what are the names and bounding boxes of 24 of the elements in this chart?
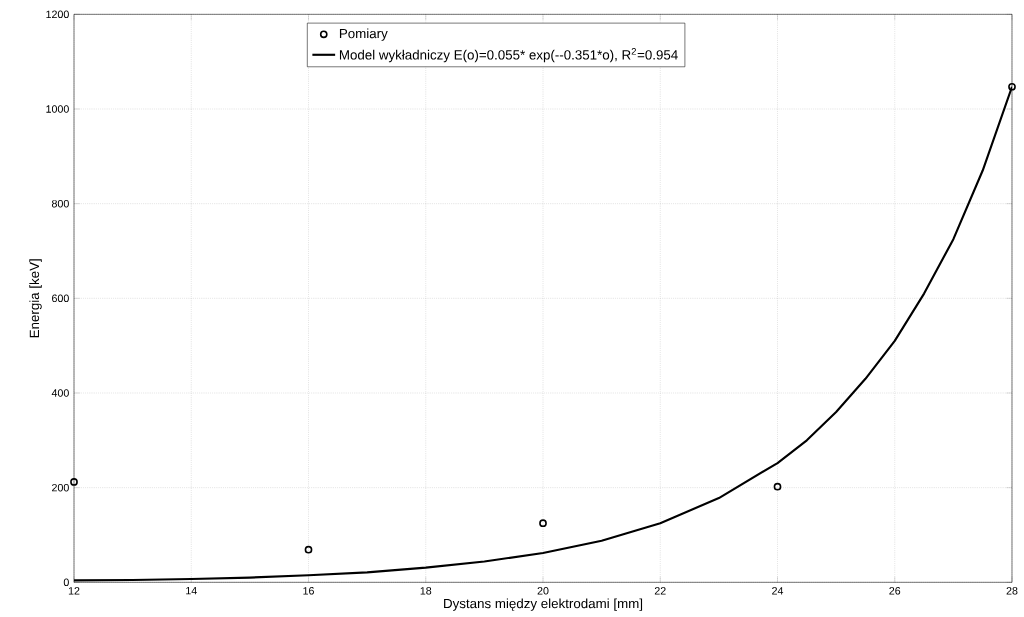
y-tick-label: 1200 [46,10,69,19]
y-axis-title: Energia [keV] [29,259,42,338]
point [773,482,782,491]
x-axis-title: Dystans między elektrodami [mm] [444,598,643,611]
x-tick-label: 20 [537,587,549,595]
point [539,519,547,528]
y-tick-label: 800 [51,199,69,208]
x-tick-label: 14 [186,587,197,595]
legend-label: Model wykładniczy E(o)=0.055* exp(--0.351*o), R$^{2}$=0.954 [339,48,678,63]
x-tick-label: 26 [889,587,901,595]
x-tick-label: 28 [1006,587,1018,595]
x-tick-label: 18 [420,587,432,595]
y-tick-label: 600 [52,294,69,303]
legend-label: Pomiary [339,28,388,41]
x-tick-label: 12 [68,587,80,595]
point [70,478,78,486]
y-tick-label: 200 [52,483,69,492]
x-tick-label: 22 [654,587,666,595]
y-tick-label: 400 [51,389,69,397]
x-tick-label: 16 [303,587,314,595]
y-tick-label: 1000 [46,105,69,113]
x-tick-label: 24 [772,587,784,595]
y-tick-label: 0 [63,578,69,587]
point [304,545,313,554]
